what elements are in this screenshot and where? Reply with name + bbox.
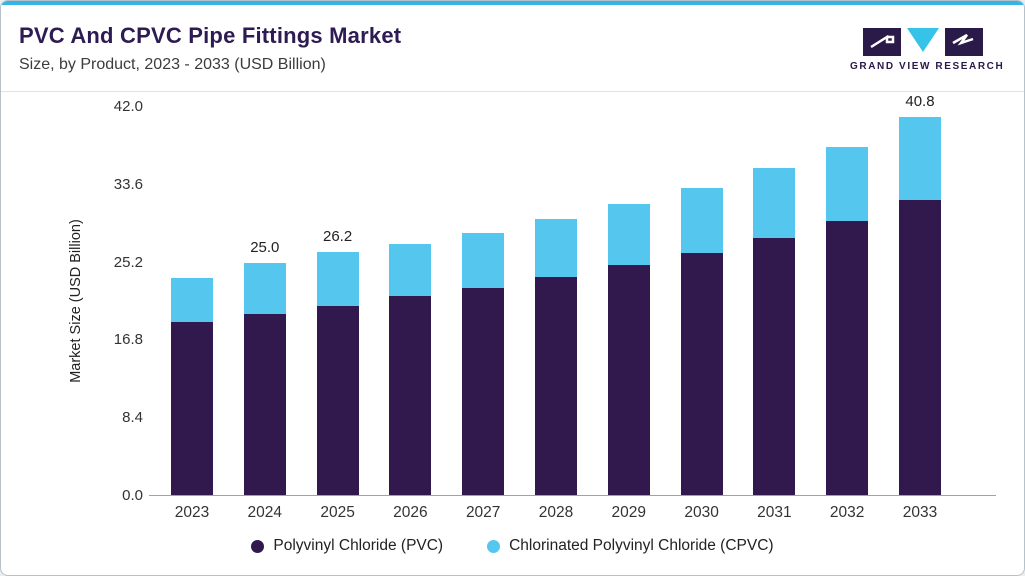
pvc-segment — [243, 314, 286, 495]
pvc-segment — [898, 200, 941, 495]
bar-2027 — [462, 232, 505, 495]
x-tick-label: 2023 — [174, 504, 210, 521]
bar-2030 — [680, 188, 723, 495]
x-tick-label: 2029 — [611, 504, 647, 521]
bar-2031 — [753, 168, 796, 495]
cpvc-segment — [243, 263, 286, 315]
pvc-segment — [462, 288, 505, 495]
legend-label-pvc: Polyvinyl Chloride (PVC) — [273, 537, 444, 554]
y-tick-label: 8.4 — [122, 409, 143, 427]
chart-header: PVC And CPVC Pipe Fittings Market Size, … — [19, 23, 401, 74]
y-tick-label: 33.6 — [113, 175, 143, 193]
legend-label-cpvc: Chlorinated Polyvinyl Chloride (CPVC) — [509, 537, 774, 554]
cpvc-segment — [898, 117, 941, 201]
bar-2033: 40.8 — [898, 93, 941, 495]
bar-2032 — [826, 146, 869, 495]
bar-2024: 25.0 — [243, 239, 286, 495]
pvc-segment — [316, 306, 359, 495]
cpvc-segment — [316, 252, 359, 307]
x-tick-label: 2026 — [393, 504, 428, 521]
bar-value-label: 40.8 — [905, 93, 935, 111]
pvc-swatch-icon — [251, 539, 265, 553]
x-tick-label: 2031 — [757, 504, 792, 521]
y-tick-label: 0.0 — [122, 487, 143, 504]
cpvc-segment — [462, 232, 505, 289]
cpvc-segment — [607, 204, 650, 266]
legend-item-pvc: Polyvinyl Chloride (PVC) — [251, 537, 443, 555]
pvc-segment — [171, 321, 213, 495]
y-axis-ticks: 0.0 8.4 16.8 25.2 33.6 42.0 — [81, 98, 143, 504]
x-tick-label: 2025 — [320, 504, 355, 521]
y-tick-label: 16.8 — [113, 331, 143, 349]
cpvc-swatch-icon — [487, 539, 501, 553]
bar-value-label: 25.0 — [250, 239, 280, 257]
plot-area: 25.0 26.2 40.8 — [171, 93, 941, 495]
cpvc-segment — [753, 168, 796, 238]
pvc-segment — [826, 220, 869, 495]
x-tick-label: 2033 — [902, 504, 938, 521]
pvc-segment — [607, 265, 650, 495]
x-tick-label: 2030 — [684, 504, 719, 521]
x-axis-labels: 2023 2024 2025 2026 2027 2028 2029 2030 2031 2032… — [171, 504, 941, 522]
x-tick-label: 2032 — [829, 504, 865, 521]
top-accent-bar — [1, 1, 1024, 5]
brand-logo: GRAND VIEW RESEARCH — [850, 27, 1005, 72]
bar-2025: 26.2 — [316, 228, 359, 495]
cpvc-segment — [534, 219, 577, 278]
pvc-segment — [534, 277, 577, 495]
header-divider — [1, 91, 1024, 92]
legend-item-cpvc: Chlorinated Polyvinyl Chloride (CPVC) — [487, 537, 774, 555]
y-tick-label: 42.0 — [113, 98, 143, 115]
brand-name: GRAND VIEW RESEARCH — [850, 61, 1005, 72]
y-tick-label: 25.2 — [113, 253, 143, 271]
x-axis-line — [149, 495, 996, 496]
bar-2029 — [607, 204, 650, 495]
cpvc-segment — [389, 244, 432, 296]
x-tick-label: 2027 — [465, 504, 501, 521]
page-title: PVC And CPVC Pipe Fittings Market — [19, 23, 402, 48]
x-tick-label: 2024 — [247, 504, 283, 521]
cpvc-segment — [826, 146, 869, 221]
pvc-segment — [753, 237, 796, 495]
pvc-segment — [680, 253, 723, 495]
chart-subtitle: Size, by Product, 2023 - 2033 (USD Billi… — [19, 56, 326, 73]
bar-2028 — [534, 219, 577, 495]
chart-legend: Polyvinyl Chloride (PVC) Chlorinated Pol… — [1, 537, 1024, 555]
brand-logo-icon — [863, 28, 983, 56]
x-tick-label: 2028 — [538, 504, 574, 521]
bar-2023 — [171, 278, 213, 495]
bar-value-label: 26.2 — [322, 228, 353, 246]
cpvc-segment — [171, 278, 213, 322]
pvc-segment — [389, 295, 432, 495]
bar-2026 — [389, 244, 432, 495]
cpvc-segment — [680, 188, 723, 254]
